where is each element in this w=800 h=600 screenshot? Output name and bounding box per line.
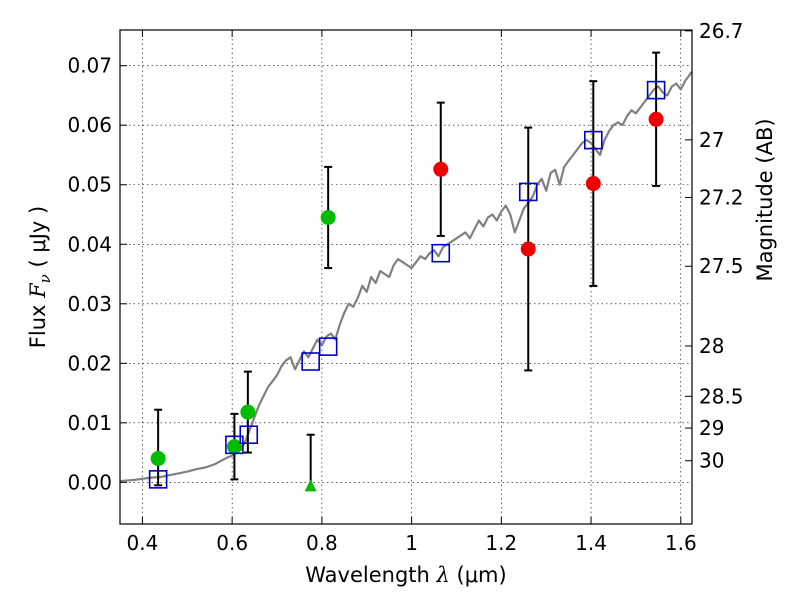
y-axis-title-unit: ( μJy ): [26, 206, 50, 274]
magnitude-tick-label: 28: [699, 334, 724, 358]
green-data-point: [150, 451, 166, 467]
magnitude-tick-label: 26.7: [699, 19, 744, 43]
x-tick-label: 1.6: [665, 531, 697, 555]
grid-lines: [120, 30, 692, 524]
x-axis-title: Wavelength λ (μm): [305, 563, 506, 587]
y-tick-label: 0.05: [67, 173, 112, 197]
y-axis-title-prefix: Flux: [26, 298, 50, 348]
x-tick-label: 0.4: [127, 531, 159, 555]
model-spectrum-line: [119, 71, 693, 483]
x-axis-title-lambda: λ: [436, 563, 450, 587]
y-axis-title-subscript: ν: [36, 274, 54, 283]
model-photometry-square: [584, 130, 603, 150]
red-data-point: [433, 161, 449, 177]
magnitude-tick-label: 27: [699, 128, 724, 152]
y-tick-label: 0.01: [67, 411, 112, 435]
y-tick-label: 0.04: [67, 232, 112, 256]
x-tick-label: 1: [405, 531, 418, 555]
x-tick-label: 1.4: [575, 531, 607, 555]
y-tick-label: 0.03: [67, 292, 112, 316]
red-data-point: [585, 176, 601, 192]
y2-axis-title: Magnitude (AB): [753, 118, 777, 281]
x-axis-title-prefix: Wavelength: [305, 563, 436, 587]
x-axis-title-unit: (μm): [450, 563, 507, 587]
y-tick-label: 0.06: [67, 113, 112, 137]
model-photometry-square: [301, 352, 320, 371]
axis-ticks: 0.4 0.6 0.8 1 1.2 1.4 1.6 0.00 0.01 0.02 0.03 0.04 0…: [67, 19, 743, 555]
model-photometry-square: [318, 337, 338, 356]
upper-limit-marker: [304, 479, 317, 492]
y-tick-label: 0.00: [67, 470, 112, 494]
model-photometry-square: [518, 182, 538, 202]
x-tick-label: 1.2: [485, 531, 517, 555]
green-data-point: [226, 439, 242, 455]
red-data-point: [648, 111, 664, 127]
y-axis-title: Flux Fν ( μJy ): [26, 206, 54, 348]
green-data-point: [240, 404, 256, 420]
magnitude-tick-label: 30: [699, 449, 724, 473]
data-points: [148, 51, 666, 492]
magnitude-tick-label: 29: [699, 416, 724, 440]
y-tick-label: 0.07: [67, 54, 112, 78]
model-photometry-square: [646, 80, 666, 100]
model-photometry-square: [431, 243, 451, 263]
y-axis-title-symbol: F: [26, 282, 50, 299]
green-data-point: [320, 209, 336, 225]
model-photometry-square: [239, 425, 259, 445]
x-tick-label: 0.8: [306, 531, 338, 555]
x-tick-label: 0.6: [216, 531, 248, 555]
magnitude-tick-label: 27.2: [699, 185, 744, 209]
model-photometry-square: [225, 435, 244, 455]
magnitude-tick-label: 28.5: [699, 384, 744, 408]
model-spectrum-path: [119, 71, 693, 483]
magnitude-tick-label: 27.5: [699, 254, 744, 278]
model-photometry-square: [148, 470, 168, 489]
plot-frame: [119, 29, 693, 525]
red-data-point: [520, 241, 536, 257]
y-tick-label: 0.02: [67, 351, 112, 375]
